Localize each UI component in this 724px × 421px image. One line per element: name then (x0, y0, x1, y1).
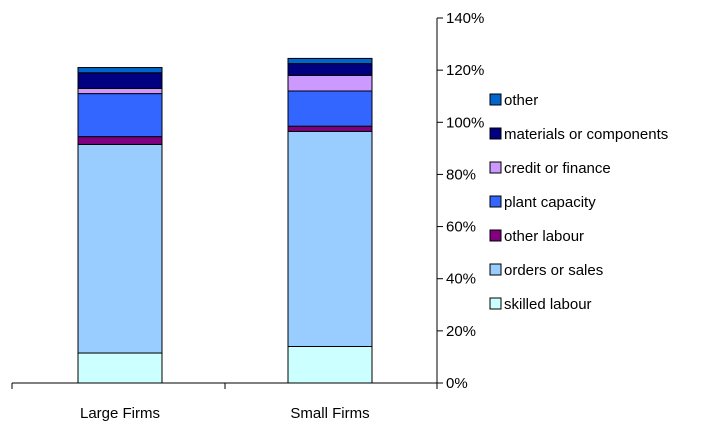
legend: other materials or components credit or fi… (489, 92, 668, 313)
bar-segment-large-firms-plant-capacity (77, 93, 163, 138)
y-tick-label: 120% (446, 62, 484, 79)
plot-area (77, 57, 373, 384)
y-tick-label: 40% (446, 271, 476, 288)
bar-segment-large-firms-other (77, 67, 163, 74)
bar-segment-small-firms-plant-capacity (287, 90, 373, 127)
y-tick-label: 80% (446, 166, 476, 183)
legend-swatch-orders-or-sales (489, 263, 502, 276)
legend-swatch-other (489, 93, 502, 106)
legend-label: materials or components (504, 126, 668, 143)
bar-segment-large-firms-credit-or-finance (77, 87, 163, 95)
legend-label: orders or sales (504, 262, 603, 279)
legend-swatch-other-labour (489, 229, 502, 242)
bar-segment-small-firms-other (287, 57, 373, 65)
bar-segment-small-firms-materials-or-components (287, 63, 373, 76)
legend-label: skilled labour (504, 296, 592, 313)
bar-segment-large-firms-materials-or-components (77, 72, 163, 89)
bar-segment-large-firms-skilled-labour (77, 352, 163, 384)
y-tick-label: 0% (446, 375, 468, 392)
legend-label: other labour (504, 228, 584, 245)
legend-label: other (504, 92, 538, 109)
bar-segment-small-firms-orders-or-sales (287, 130, 373, 347)
bar-segment-large-firms-orders-or-sales (77, 143, 163, 354)
y-tick-label: 140% (446, 10, 484, 27)
y-tick-label: 100% (446, 114, 484, 131)
y-tick-label: 60% (446, 219, 476, 236)
bar-segment-small-firms-credit-or-finance (287, 74, 373, 92)
bar-segment-large-firms-other-labour (77, 136, 163, 145)
axes: Large Firms Small Firms 0% 20% 40% 60% 80% 100%… (11, 10, 484, 421)
x-tick-label: Small Firms (290, 405, 369, 421)
bar-segment-small-firms-other-labour (287, 125, 373, 132)
legend-swatch-credit-or-finance (489, 161, 502, 174)
bar-segment-small-firms-skilled-labour (287, 346, 373, 384)
legend-label: credit or finance (504, 160, 611, 177)
legend-swatch-plant-capacity (489, 195, 502, 208)
legend-swatch-skilled-labour (489, 297, 502, 310)
x-tick-label: Large Firms (80, 405, 160, 421)
y-tick-label: 20% (446, 323, 476, 340)
legend-label: plant capacity (504, 194, 596, 211)
legend-swatch-materials-or-components (489, 127, 502, 140)
